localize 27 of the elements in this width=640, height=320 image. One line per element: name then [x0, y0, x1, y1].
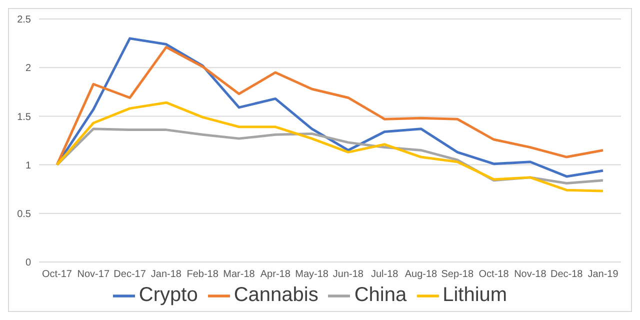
x-tick-label: Aug-18 — [404, 269, 438, 280]
x-tick-label: Sep-18 — [441, 269, 474, 280]
y-tick-label: 2 — [25, 63, 32, 74]
x-tick-label: Oct-18 — [478, 269, 510, 280]
y-tick-label: 1 — [25, 160, 32, 172]
x-tick-label: Jan-19 — [588, 269, 619, 280]
x-tick-label: Feb-18 — [186, 269, 219, 280]
x-tick-label: Jun-18 — [332, 269, 364, 280]
y-tick-label: 1.5 — [17, 112, 32, 123]
x-tick-label: May-18 — [295, 269, 329, 280]
y-tick-label: 2.5 — [17, 14, 32, 26]
x-tick-label: Mar-18 — [223, 269, 256, 280]
y-tick-label: 0.5 — [17, 208, 32, 220]
legend-label: Lithium — [442, 284, 508, 306]
legend-label: Crypto — [138, 284, 198, 306]
x-tick-label: Jul-18 — [370, 269, 399, 280]
x-tick-label: Apr-18 — [260, 269, 291, 280]
x-tick-label: Nov-17 — [77, 269, 110, 280]
x-tick-label: Dec-18 — [550, 269, 584, 280]
x-tick-label: Jan-18 — [150, 269, 182, 280]
x-tick-label: Dec-17 — [114, 269, 146, 280]
line-series — [56, 101, 604, 192]
legend-label: Cannabis — [234, 284, 318, 306]
x-tick-label: Oct-17 — [42, 269, 72, 280]
y-tick-label: 0 — [25, 258, 32, 269]
x-tick-label: Nov-18 — [514, 269, 547, 280]
legend-label: China — [354, 284, 407, 306]
